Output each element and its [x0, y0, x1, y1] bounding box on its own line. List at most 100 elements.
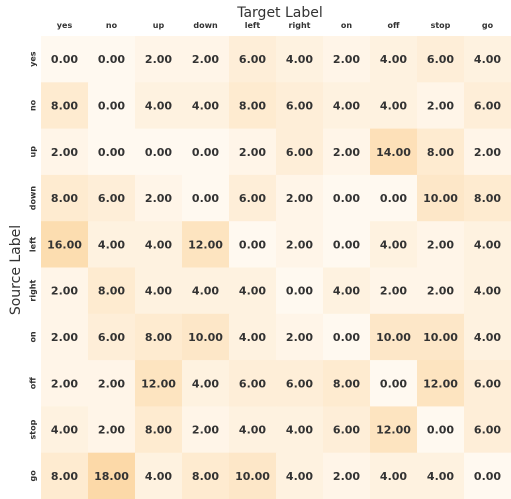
heatmap-cell [41, 360, 89, 407]
cell-value-label: 6.00 [98, 192, 125, 205]
cell-value-label: 4.00 [145, 285, 172, 298]
cell-value-label: 10.00 [376, 331, 411, 344]
cell-value-label: 0.00 [286, 285, 313, 298]
heatmap-cell [417, 221, 465, 268]
heatmap-cell [370, 313, 418, 361]
heatmap-cell [323, 36, 371, 83]
heatmap-cell [41, 267, 89, 315]
cell-value-label: 2.00 [286, 331, 313, 344]
cell-value-label: 16.00 [47, 238, 82, 251]
heatmap-cell [370, 36, 418, 83]
cell-value-label: 0.00 [474, 470, 501, 483]
cell-value-label: 8.00 [98, 285, 125, 298]
heatmap-cell [276, 360, 324, 407]
cell-value-label: 0.00 [98, 53, 125, 66]
y-tick-off: off [29, 377, 38, 389]
heatmap-cell [417, 174, 465, 222]
cell-value-label: 4.00 [286, 470, 313, 483]
cell-value-label: 4.00 [474, 285, 501, 298]
heatmap-cell [464, 36, 511, 83]
cell-value-label: 4.00 [192, 99, 219, 112]
y-tick-down: down [29, 186, 38, 211]
cell-value-label: 4.00 [380, 53, 407, 66]
heatmap-cell [417, 360, 465, 407]
y-tick-go: go [29, 470, 38, 482]
heatmap-cell [88, 360, 136, 407]
cell-value-label: 10.00 [423, 192, 458, 205]
cell-value-label: 8.00 [239, 99, 266, 112]
heatmap-cell [229, 452, 277, 499]
heatmap-cell [88, 174, 136, 222]
heatmap-cell [276, 452, 324, 499]
heatmap-cell [229, 82, 277, 130]
cell-value-label: 4.00 [474, 238, 501, 251]
cell-value-label: 2.00 [427, 285, 454, 298]
heatmap-cell [323, 406, 371, 454]
heatmap-cell [182, 128, 230, 176]
heatmap-cell [135, 82, 183, 130]
cell-value-label: 2.00 [333, 146, 360, 159]
heatmap-cell [135, 221, 183, 268]
heatmap-cell [88, 221, 136, 268]
cell-value-label: 4.00 [380, 470, 407, 483]
cell-value-label: 10.00 [188, 331, 223, 344]
heatmap-cell [182, 406, 230, 454]
x-tick-left: left [245, 21, 261, 30]
cell-value-label: 18.00 [94, 470, 129, 483]
heatmap-cell [135, 313, 183, 361]
cell-value-label: 2.00 [51, 331, 78, 344]
heatmap-cell [417, 128, 465, 176]
cell-value-label: 2.00 [286, 238, 313, 251]
heatmap-cell [370, 82, 418, 130]
cell-value-label: 4.00 [239, 424, 266, 437]
heatmap-cell [370, 406, 418, 454]
heatmap-cell [464, 221, 511, 268]
heatmap-cell [182, 452, 230, 499]
heatmap-cell [464, 128, 511, 176]
heatmap-cell [229, 313, 277, 361]
y-axis-title: Source Label [8, 225, 24, 315]
cell-value-label: 2.00 [380, 285, 407, 298]
heatmap-cell [276, 82, 324, 130]
cell-value-label: 6.00 [333, 424, 360, 437]
heatmap-cell [229, 406, 277, 454]
heatmap-cell [182, 360, 230, 407]
heatmap-cell [229, 128, 277, 176]
cell-value-label: 8.00 [145, 424, 172, 437]
cell-value-label: 0.00 [333, 192, 360, 205]
cell-value-label: 4.00 [380, 99, 407, 112]
y-tick-stop: stop [29, 419, 38, 439]
cell-value-label: 6.00 [286, 377, 313, 390]
heatmap-cell [41, 174, 89, 222]
cell-value-label: 8.00 [192, 470, 219, 483]
heatmap-cell [88, 267, 136, 315]
cell-value-label: 2.00 [192, 424, 219, 437]
cell-value-label: 4.00 [333, 285, 360, 298]
heatmap-cell [323, 360, 371, 407]
cell-value-label: 6.00 [239, 377, 266, 390]
heatmap-cell [135, 267, 183, 315]
heatmap-cell [276, 221, 324, 268]
heatmap-cell [88, 36, 136, 83]
cell-value-label: 6.00 [474, 99, 501, 112]
heatmap-cell [370, 221, 418, 268]
heatmap-cell [182, 313, 230, 361]
cell-value-label: 2.00 [239, 146, 266, 159]
x-tick-up: up [153, 21, 165, 30]
cell-value-label: 4.00 [286, 424, 313, 437]
cell-value-label: 2.00 [145, 53, 172, 66]
heatmap-cell [323, 128, 371, 176]
x-tick-go: go [482, 21, 494, 30]
heatmap-cell [323, 174, 371, 222]
cell-value-label: 6.00 [286, 146, 313, 159]
heatmap-cell [182, 82, 230, 130]
cell-value-label: 4.00 [427, 470, 454, 483]
heatmap-cell [417, 267, 465, 315]
cell-value-label: 0.00 [333, 331, 360, 344]
heatmap-cell [417, 452, 465, 499]
heatmap-cell [370, 360, 418, 407]
y-tick-yes: yes [29, 51, 38, 67]
cell-value-label: 4.00 [145, 99, 172, 112]
heatmap-cell [182, 267, 230, 315]
